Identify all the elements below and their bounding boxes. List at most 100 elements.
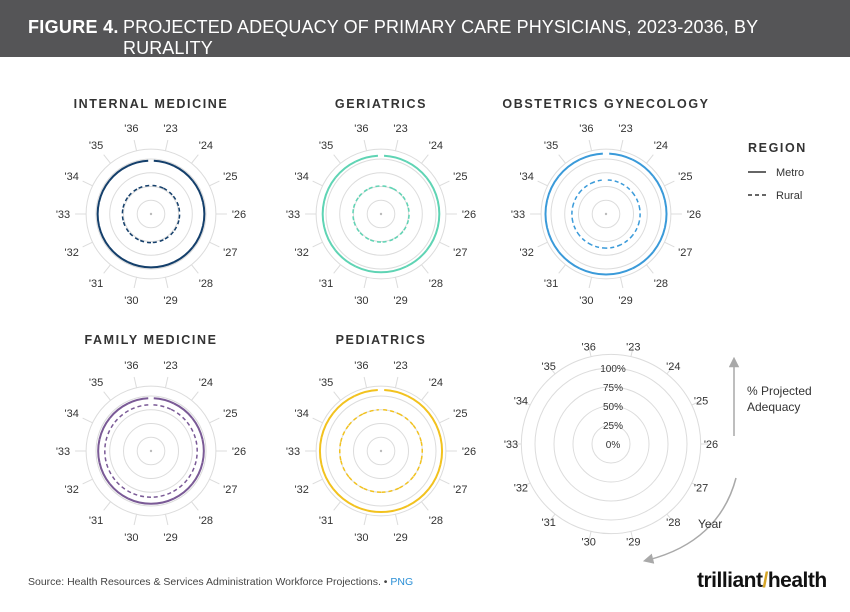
png-download-link[interactable]: PNG — [390, 576, 413, 588]
internal-medicine-spoke-5 — [191, 265, 198, 274]
internal-medicine-title: INTERNAL MEDICINE — [74, 97, 229, 111]
obstetrics-gynecology-rural-arc-9 — [573, 222, 580, 236]
pediatrics-rural-arc-9 — [341, 460, 349, 477]
family-medicine-spoke-0 — [165, 377, 167, 388]
internal-medicine-spoke-9 — [83, 242, 93, 247]
obstetrics-gynecology-center-dot — [605, 213, 607, 215]
family-medicine-spoke-7 — [134, 514, 136, 525]
internal-medicine-spoke-13 — [134, 140, 136, 151]
obstetrics-gynecology-tick-label-0: '23 — [618, 123, 632, 135]
family-medicine-tick-label-11: '34 — [65, 408, 79, 420]
internal-medicine-spoke-1 — [191, 155, 198, 164]
family-medicine-tick-label-7: '30 — [124, 532, 138, 544]
geriatrics-spoke-0 — [395, 140, 397, 151]
family-medicine-tick-label-8: '31 — [89, 515, 103, 527]
geriatrics-tick-label-5: '28 — [429, 278, 443, 290]
family-medicine-tick-label-9: '32 — [65, 484, 79, 496]
pediatrics-tick-label-5: '28 — [429, 515, 443, 527]
obstetrics-gynecology-tick-label-12: '35 — [544, 140, 558, 152]
family-medicine-spoke-11 — [83, 418, 93, 423]
pediatrics-spoke-2 — [439, 418, 449, 423]
family-medicine-tick-label-3: '26 — [232, 446, 246, 458]
legend-rural-label: Rural — [776, 190, 802, 202]
pediatrics-rural-arc-3 — [421, 442, 422, 460]
pediatrics-rural-arc-7 — [363, 488, 381, 492]
family-medicine-tick-label-4: '27 — [223, 484, 237, 496]
guide-tick-label-2: '25 — [694, 396, 708, 408]
obstetrics-gynecology-rural-arc-4 — [633, 222, 640, 236]
internal-medicine-metro-arc-12 — [109, 166, 128, 181]
geriatrics-spoke-1 — [421, 155, 428, 164]
family-medicine-rural-arc-7 — [131, 493, 151, 498]
pediatrics-rural-arc-5 — [399, 477, 413, 488]
family-medicine-rural-arc-9 — [106, 461, 115, 480]
family-medicine-rural-arc-0 — [153, 405, 171, 410]
geriatrics-tick-label-13: '36 — [354, 123, 368, 135]
obstetrics-gynecology-tick-label-5: '28 — [654, 278, 668, 290]
pediatrics-tick-label-7: '30 — [354, 532, 368, 544]
family-medicine-rural-arc-4 — [187, 461, 196, 480]
family-medicine-rural-arc-11 — [106, 422, 115, 441]
pediatrics-tick-label-9: '32 — [295, 484, 309, 496]
family-medicine-metro-arc-3 — [202, 439, 203, 463]
family-medicine-metro-arc-1 — [174, 403, 192, 418]
geriatrics-spoke-2 — [439, 181, 449, 186]
obstetrics-gynecology-metro-arc-13 — [580, 154, 603, 160]
pediatrics-tick-label-1: '24 — [429, 377, 443, 389]
family-medicine-tick-label-2: '25 — [223, 408, 237, 420]
geriatrics-metro-arc-9 — [324, 227, 335, 250]
pediatrics-metro-arc-0 — [384, 390, 407, 396]
obstetrics-gynecology-rural-arc-6 — [606, 245, 621, 248]
obstetrics-gynecology-spoke-2 — [664, 181, 674, 186]
internal-medicine-tick-label-8: '31 — [89, 278, 103, 290]
obstetrics-gynecology-spoke-8 — [559, 265, 566, 274]
family-medicine-spoke-5 — [191, 502, 198, 511]
charts-canvas: INTERNAL MEDICINE '23 '24 '25 '26 '27 '28 '29 '3… — [0, 57, 850, 572]
pediatrics-spoke-1 — [421, 392, 428, 401]
obstetrics-gynecology-rural-arc-13 — [591, 180, 604, 183]
obstetrics-gynecology-rural-arc-8 — [579, 235, 591, 244]
obstetrics-gynecology-spoke-5 — [646, 265, 653, 274]
guide-ring-label-4: 0% — [606, 440, 621, 451]
pediatrics-rural-arc-10 — [340, 442, 341, 460]
radial-axis-label-line2: Adequacy — [747, 400, 800, 414]
family-medicine-tick-label-1: '24 — [199, 377, 213, 389]
internal-medicine-tick-label-2: '25 — [223, 171, 237, 183]
internal-medicine-spoke-12 — [104, 155, 111, 164]
internal-medicine-tick-label-9: '32 — [65, 247, 79, 259]
pediatrics-tick-label-4: '27 — [453, 484, 467, 496]
geriatrics-metro-arc-12 — [335, 161, 355, 177]
guide-tick-label-4: '27 — [694, 482, 708, 494]
family-medicine-metro-arc-0 — [154, 398, 174, 403]
legend-metro-label: Metro — [776, 167, 804, 179]
internal-medicine-metro-arc-1 — [174, 166, 193, 181]
internal-medicine-tick-label-0: '23 — [163, 123, 177, 135]
obstetrics-gynecology-metro-arc-10 — [546, 201, 548, 228]
guide-tick-label-12: '35 — [542, 361, 556, 373]
obstetrics-gynecology-tick-label-6: '29 — [618, 295, 632, 307]
obstetrics-gynecology-rural-arc-5 — [621, 235, 633, 244]
pediatrics-spoke-13 — [364, 377, 366, 388]
pediatrics-tick-label-11: '34 — [295, 408, 309, 420]
geriatrics-title: GERIATRICS — [335, 97, 427, 111]
obstetrics-gynecology-rural-arc-2 — [633, 193, 640, 207]
internal-medicine-spoke-8 — [104, 265, 111, 274]
pediatrics-center-dot — [380, 450, 382, 452]
geriatrics-spoke-6 — [395, 277, 397, 288]
pediatrics-spoke-11 — [313, 418, 323, 423]
pediatrics-tick-label-3: '26 — [462, 446, 476, 458]
geriatrics-tick-label-1: '24 — [429, 140, 443, 152]
geriatrics-metro-arc-4 — [427, 227, 438, 250]
internal-medicine-spoke-7 — [134, 277, 136, 288]
family-medicine-metro-arc-10 — [98, 439, 99, 463]
geriatrics-spoke-12 — [334, 155, 341, 164]
guide-ring-label-2: 50% — [603, 402, 623, 413]
obstetrics-gynecology-spoke-0 — [620, 140, 622, 151]
guide-ring-label-0: 100% — [600, 364, 626, 375]
family-medicine-spoke-8 — [104, 502, 111, 511]
guide-tick-label-10: '33 — [504, 439, 518, 451]
obstetrics-gynecology-title: OBSTETRICS GYNECOLOGY — [502, 97, 709, 111]
obstetrics-gynecology-tick-label-10: '33 — [511, 209, 525, 221]
family-medicine-rural-arc-13 — [131, 405, 149, 410]
internal-medicine-tick-label-6: '29 — [163, 295, 177, 307]
